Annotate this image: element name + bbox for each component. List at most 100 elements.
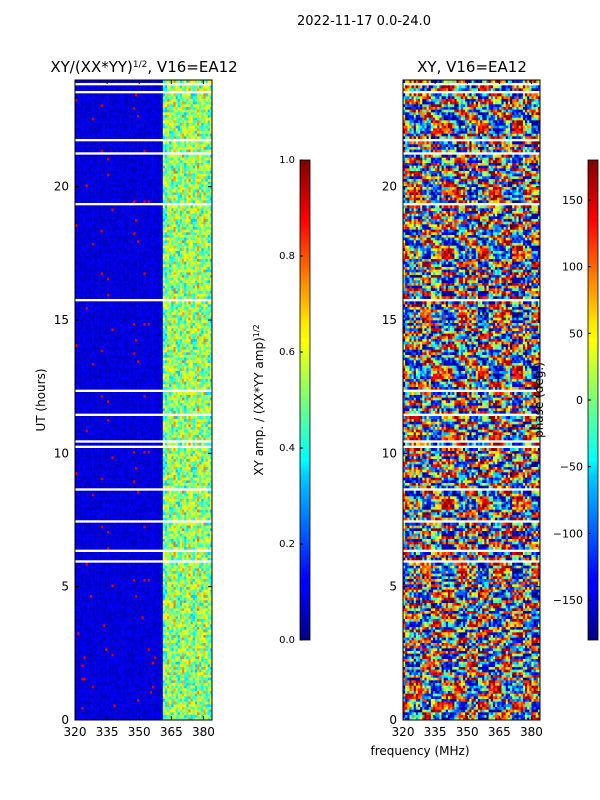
- amplitude-heatmap-cell: [152, 696, 154, 699]
- amplitude-heatmap-cell: [182, 685, 184, 688]
- amplitude-heatmap-cell: [114, 688, 116, 691]
- amplitude-heatmap-cell: [122, 680, 124, 683]
- amplitude-heatmap-cell: [120, 685, 122, 688]
- amplitude-heatmap-cell: [152, 693, 154, 696]
- amplitude-heatmap-cell: [129, 696, 131, 699]
- amplitude-heatmap-cell: [135, 680, 137, 683]
- amplitude-heatmap-cell: [148, 693, 150, 696]
- amplitude-heatmap-cell: [201, 688, 203, 691]
- amplitude-heatmap-cell: [195, 696, 197, 699]
- amplitude-heatmap-cell: [146, 701, 148, 704]
- amplitude-heatmap-cell: [86, 696, 88, 699]
- amplitude-heatmap-cell: [206, 696, 208, 699]
- amplitude-heatmap-cell: [203, 707, 205, 710]
- amplitude-heatmap-cell: [169, 693, 171, 696]
- amplitude-heatmap-cell: [152, 712, 154, 715]
- amplitude-heatmap-cell: [88, 677, 90, 680]
- amplitude-heatmap-cell: [193, 701, 195, 704]
- amplitude-heatmap-cell: [88, 699, 90, 702]
- amplitude-heatmap-cell: [86, 683, 88, 686]
- amplitude-heatmap-cell: [152, 683, 154, 686]
- amplitude-heatmap-cell: [206, 699, 208, 702]
- amplitude-heatmap-cell: [92, 699, 94, 702]
- amplitude-heatmap-cell: [133, 696, 135, 699]
- amplitude-heatmap-cell: [131, 688, 133, 691]
- amplitude-heatmap-cell: [180, 688, 182, 691]
- amplitude-heatmap-cell: [203, 691, 205, 694]
- amplitude-heatmap-cell: [124, 688, 126, 691]
- amplitude-heatmap-cell: [188, 677, 190, 680]
- amplitude-heatmap-cell: [99, 680, 101, 683]
- amplitude-heatmap-cell: [184, 685, 186, 688]
- amplitude-heatmap-cell: [148, 696, 150, 699]
- amplitude-heatmap-cell: [131, 677, 133, 680]
- amplitude-heatmap-cell: [193, 709, 195, 712]
- amplitude-heatmap-cell: [81, 685, 83, 688]
- amplitude-heatmap-cell: [84, 693, 86, 696]
- amplitude-heatmap-cell: [203, 699, 205, 702]
- amplitude-heatmap-cell: [150, 699, 152, 702]
- amplitude-heatmap-cell: [139, 691, 141, 694]
- amplitude-heatmap-cell: [141, 712, 143, 715]
- amplitude-heatmap-cell: [90, 712, 92, 715]
- amplitude-heatmap-cell: [94, 675, 96, 678]
- amplitude-heatmap-cell: [152, 688, 154, 691]
- amplitude-heatmap-cell: [148, 701, 150, 704]
- amplitude-heatmap-cell: [131, 704, 133, 707]
- amplitude-heatmap-cell: [203, 680, 205, 683]
- amplitude-heatmap-cell: [88, 709, 90, 712]
- amplitude-heatmap-cell: [88, 691, 90, 694]
- amplitude-heatmap-cell: [120, 704, 122, 707]
- amplitude-heatmap-cell: [161, 707, 163, 710]
- amplitude-heatmap-cell: [92, 677, 94, 680]
- amplitude-heatmap-cell: [122, 699, 124, 702]
- amplitude-heatmap-cell: [208, 680, 210, 683]
- amplitude-heatmap-cell: [154, 709, 156, 712]
- amplitude-heatmap-cell: [79, 677, 81, 680]
- amplitude-heatmap-cell: [81, 677, 83, 680]
- amplitude-heatmap-cell: [99, 707, 101, 710]
- amplitude-heatmap-cell: [137, 688, 139, 691]
- amplitude-heatmap-cell: [111, 699, 113, 702]
- amplitude-heatmap-cell: [90, 707, 92, 710]
- amplitude-heatmap-cell: [169, 685, 171, 688]
- amplitude-heatmap-cell: [139, 699, 141, 702]
- amplitude-heatmap-cell: [109, 709, 111, 712]
- amplitude-heatmap-cell: [186, 680, 188, 683]
- amplitude-heatmap-cell: [84, 715, 86, 718]
- amplitude-heatmap-cell: [201, 691, 203, 694]
- amplitude-heatmap-cell: [191, 715, 193, 718]
- amplitude-heatmap-cell: [156, 693, 158, 696]
- amplitude-heatmap-cell: [105, 704, 107, 707]
- amplitude-heatmap-cell: [144, 680, 146, 683]
- amplitude-heatmap-cell: [154, 680, 156, 683]
- amplitude-heatmap-cell: [116, 707, 118, 710]
- amplitude-heatmap-cell: [146, 704, 148, 707]
- amplitude-heatmap-cell: [173, 715, 175, 718]
- amplitude-heatmap-cell: [197, 709, 199, 712]
- amplitude-heatmap-cell: [171, 688, 173, 691]
- amplitude-heatmap-cell: [167, 693, 169, 696]
- amplitude-heatmap-cell: [135, 688, 137, 691]
- amplitude-heatmap-cell: [90, 683, 92, 686]
- amplitude-heatmap-cell: [131, 693, 133, 696]
- amplitude-heatmap-cell: [197, 704, 199, 707]
- amplitude-heatmap-cell: [195, 688, 197, 691]
- amplitude-heatmap-cell: [167, 691, 169, 694]
- amplitude-heatmap: [75, 80, 212, 720]
- amplitude-heatmap-cell: [77, 696, 79, 699]
- amplitude-heatmap-cell: [199, 701, 201, 704]
- amplitude-heatmap-cell: [186, 715, 188, 718]
- amplitude-heatmap-cell: [152, 715, 154, 718]
- amplitude-heatmap-cell: [141, 693, 143, 696]
- amplitude-heatmap-cell: [191, 693, 193, 696]
- amplitude-heatmap-cell: [107, 709, 109, 712]
- amplitude-heatmap-cell: [167, 677, 169, 680]
- amplitude-heatmap-cell: [99, 683, 101, 686]
- amplitude-heatmap-cell: [131, 707, 133, 710]
- amplitude-heatmap-cell: [201, 707, 203, 710]
- amplitude-heatmap-cell: [144, 712, 146, 715]
- amplitude-heatmap-cell: [199, 709, 201, 712]
- amplitude-heatmap-cell: [156, 696, 158, 699]
- amplitude-heatmap-cell: [116, 701, 118, 704]
